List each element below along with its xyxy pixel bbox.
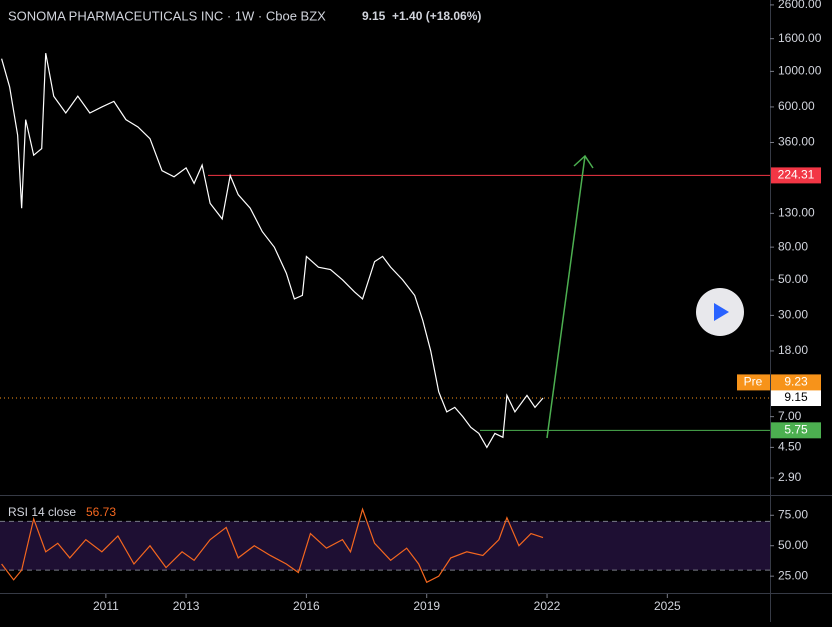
y-tick-label: 50.00 (778, 272, 808, 286)
x-tick-label: 2013 (173, 599, 200, 613)
y-tick-label: 80.00 (778, 239, 808, 253)
y-tick-label: 25.00 (778, 568, 808, 582)
price-tag (771, 422, 821, 439)
arrow-head (573, 154, 594, 169)
pre-price-label: 9.23 (784, 375, 808, 389)
y-tick-label: 1600.00 (778, 31, 822, 45)
y-tick-label: 18.00 (778, 343, 808, 357)
y-tick-label: 600.00 (778, 99, 815, 113)
y-tick-label: 50.00 (778, 538, 808, 552)
y-tick-label: 30.00 (778, 308, 808, 322)
y-tick-label: 7.00 (778, 409, 802, 423)
price-change: +1.40 (+18.06%) (392, 9, 481, 23)
price-tag-label: 9.15 (784, 390, 808, 404)
rsi-title: RSI 14 close (8, 505, 76, 519)
x-tick-label: 2022 (534, 599, 561, 613)
symbol: SONOMA PHARMACEUTICALS INC · 1W · Cboe B… (8, 8, 326, 23)
x-tick-label: 2016 (293, 599, 320, 613)
play-button[interactable] (696, 288, 744, 336)
y-tick-label: 2600.00 (778, 0, 822, 11)
price-tag-label: 5.75 (784, 423, 808, 437)
x-tick-label: 2025 (654, 599, 681, 613)
arrow (546, 155, 586, 439)
y-tick-label: 360.00 (778, 135, 815, 149)
pre-tag (737, 374, 770, 391)
rsi-band (0, 521, 770, 571)
pre-tag-label: Pre (744, 375, 763, 389)
price-tag-label: 224.31 (778, 168, 815, 182)
y-tick-label: 4.50 (778, 440, 802, 454)
x-tick-label: 2011 (93, 599, 119, 613)
series-line (1, 507, 544, 584)
last-price: 9.15 (362, 9, 386, 23)
y-tick-label: 130.00 (778, 206, 815, 220)
x-tick-label: 2019 (413, 599, 440, 613)
series-line (1, 53, 544, 449)
y-tick-label: 75.00 (778, 507, 808, 521)
y-tick-label: 2.90 (778, 470, 802, 484)
pre-price-tag (771, 374, 821, 391)
price-tag (771, 390, 821, 407)
rsi-value: 56.73 (86, 505, 116, 519)
y-tick-label: 1000.00 (778, 64, 822, 78)
price-tag (771, 167, 821, 184)
